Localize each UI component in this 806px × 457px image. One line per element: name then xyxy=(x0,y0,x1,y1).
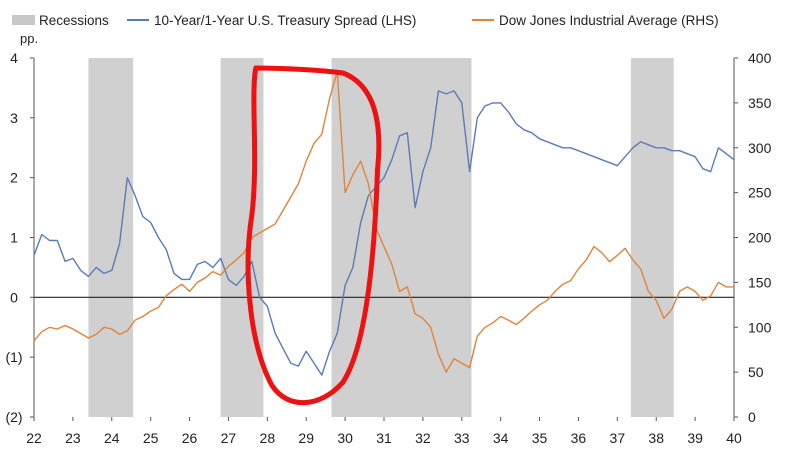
x-tick-label: 34 xyxy=(493,430,509,446)
x-tick-label: 28 xyxy=(260,430,276,446)
x-tick-label: 35 xyxy=(532,430,548,446)
legend-recessions-swatch xyxy=(12,15,35,25)
legend-recessions-label: Recessions xyxy=(39,13,109,28)
x-tick-label: 31 xyxy=(376,430,392,446)
x-tick-label: 30 xyxy=(337,430,353,446)
legend-spread-label: 10-Year/1-Year U.S. Treasury Spread (LHS… xyxy=(154,13,416,28)
red-highlight-loop xyxy=(245,65,382,406)
x-tick-label: 33 xyxy=(454,430,470,446)
left-tick-label: (2) xyxy=(5,409,22,425)
left-axis-unit: pp. xyxy=(20,31,38,46)
left-tick-label: 1 xyxy=(10,230,18,246)
left-tick-label: 3 xyxy=(10,110,18,126)
right-tick-label: 50 xyxy=(748,364,764,380)
x-tick-label: 25 xyxy=(143,430,159,446)
right-tick-label: 250 xyxy=(748,185,772,201)
left-tick-label: 2 xyxy=(10,170,18,186)
highlight-annotation xyxy=(245,65,382,406)
recession-band-2 xyxy=(220,58,264,417)
x-tick-label: 38 xyxy=(648,430,664,446)
legend-dow-label: Dow Jones Industrial Average (RHS) xyxy=(499,13,719,28)
recession-band-4 xyxy=(630,58,674,417)
x-tick-label: 39 xyxy=(687,430,703,446)
left-tick-label: 0 xyxy=(10,289,18,305)
series-lines xyxy=(33,70,735,376)
x-tick-label: 22 xyxy=(26,430,42,446)
left-tick-label: 4 xyxy=(10,50,18,66)
recession-band-1 xyxy=(88,58,134,417)
x-tick-label: 37 xyxy=(610,430,626,446)
x-tick-label: 32 xyxy=(415,430,431,446)
right-tick-label: 350 xyxy=(748,95,772,111)
legend: Recessions 10-Year/1-Year U.S. Treasury S… xyxy=(12,13,719,28)
x-tick-label: 23 xyxy=(65,430,81,446)
right-tick-label: 400 xyxy=(748,50,772,66)
right-tick-label: 150 xyxy=(748,274,772,290)
right-tick-label: 0 xyxy=(748,409,756,425)
x-tick-label: 40 xyxy=(726,430,742,446)
right-tick-label: 300 xyxy=(748,140,772,156)
axes: (2)(1)01234pp.05010015020025030035040022… xyxy=(5,31,771,446)
x-tick-label: 36 xyxy=(571,430,587,446)
recession-bands xyxy=(88,58,674,417)
x-tick-label: 24 xyxy=(104,430,120,446)
dow-jones-line xyxy=(33,70,734,373)
right-tick-label: 100 xyxy=(748,319,772,335)
x-tick-label: 29 xyxy=(298,430,314,446)
left-tick-label: (1) xyxy=(5,349,22,365)
x-tick-label: 27 xyxy=(221,430,237,446)
right-tick-label: 200 xyxy=(748,230,772,246)
treasury-spread-line xyxy=(33,90,735,376)
x-tick-label: 26 xyxy=(182,430,198,446)
